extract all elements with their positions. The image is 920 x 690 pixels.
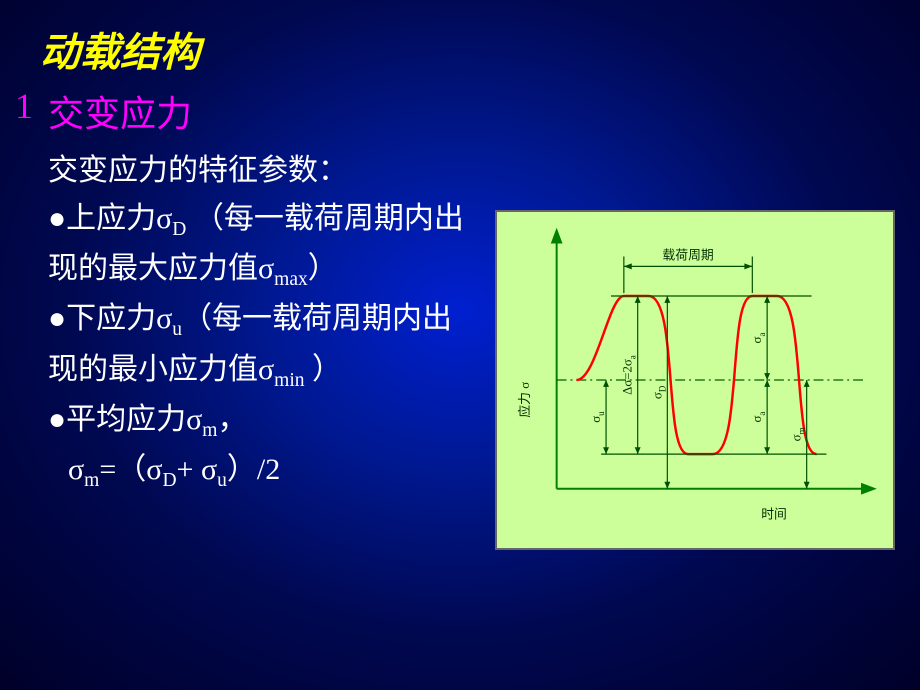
content-body: ●上应力σD （每一载荷周期内出现的最大应力值σmax） ●下应力σu（每一载荷… (48, 195, 478, 496)
svg-text:σD: σD (650, 385, 667, 399)
svg-text:σu: σu (589, 411, 606, 423)
bullet-1-sub2: max (274, 269, 308, 290)
bullet-2-sub2: min (274, 370, 304, 391)
stress-cycle-chart: 载荷周期 σu Δσ=2σa σD σa σa σm 时间 应力 σ (495, 210, 895, 550)
formula-pre: σ (68, 453, 84, 486)
bullet-2: ●下应力σu（每一载荷周期内出现的最小应力值σmin ） (48, 295, 478, 395)
bullet-3: ●平均应力σm， (48, 396, 478, 446)
formula-sub2: D (162, 470, 176, 491)
svg-text:σm: σm (790, 427, 807, 441)
bullet-2-text: ●下应力σ (48, 302, 172, 335)
bullet-1: ●上应力σD （每一载荷周期内出现的最大应力值σmax） (48, 195, 478, 295)
bullet-1-end: ） (308, 252, 338, 285)
section-number: 1 (15, 85, 33, 127)
svg-text:Δσ=2σa: Δσ=2σa (621, 355, 638, 395)
svg-text:载荷周期: 载荷周期 (662, 248, 713, 262)
svg-text:应力 σ: 应力 σ (517, 382, 532, 418)
chart-svg: 载荷周期 σu Δσ=2σa σD σa σa σm 时间 应力 σ (497, 212, 893, 548)
svg-text:σa: σa (750, 412, 767, 423)
svg-text:时间: 时间 (761, 507, 787, 521)
bullet-3-sub: m (202, 420, 217, 441)
bullet-3-text: ●平均应力σ (48, 403, 202, 436)
bullet-2-end: ） (305, 353, 343, 386)
bullet-1-sub: D (172, 219, 186, 240)
bullet-2-sub: u (172, 319, 182, 340)
formula-sub3: u (217, 470, 227, 491)
section-title: 交变应力 (48, 85, 192, 137)
formula-mid2: + σ (177, 453, 218, 486)
svg-text:σa: σa (750, 333, 767, 344)
formula-mid1: =（σ (99, 453, 162, 486)
formula: σm=（σD+ σu）/2 (68, 446, 478, 496)
formula-sub1: m (84, 470, 99, 491)
formula-end: ）/2 (227, 453, 280, 486)
subtitle: 交变应力的特征参数： (48, 145, 348, 189)
bullet-3-end: ， (217, 403, 247, 436)
bullet-1-text: ●上应力σ (48, 202, 172, 235)
page-title: 动载结构 (40, 20, 200, 78)
